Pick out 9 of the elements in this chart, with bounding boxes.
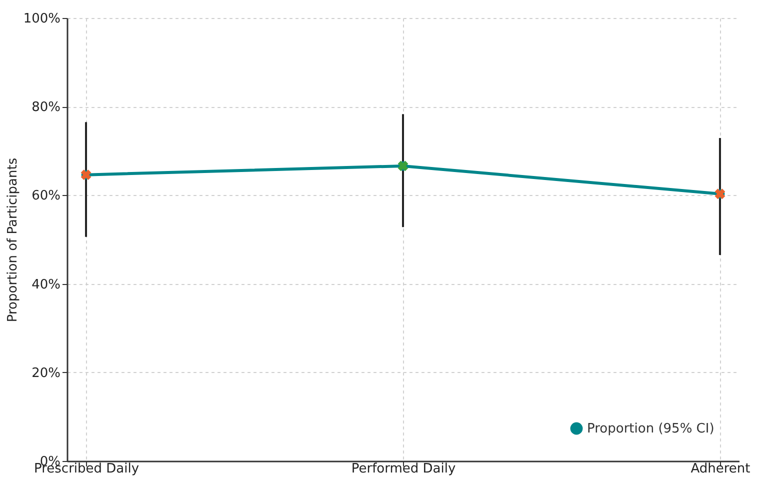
y-tick-label: 100% (23, 12, 60, 26)
y-tick-label: 60% (32, 188, 60, 204)
legend-label: Proportion (95% CI) (587, 422, 714, 436)
y-tick-label: 20% (32, 366, 60, 381)
y-tick-label: 80% (32, 100, 60, 116)
x-tick-label: Adherent (690, 462, 750, 476)
y-tick-label: 40% (32, 277, 60, 292)
y-axis-title: Proportion of Participants (5, 158, 20, 322)
x-tick-label: Performed Daily (351, 462, 456, 476)
